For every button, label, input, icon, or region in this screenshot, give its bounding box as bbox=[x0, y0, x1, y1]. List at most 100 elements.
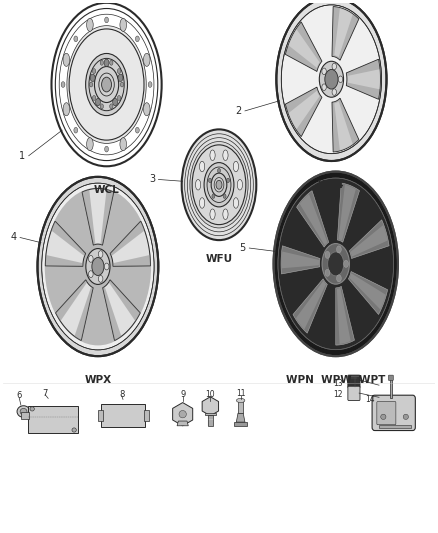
Polygon shape bbox=[234, 422, 247, 426]
Ellipse shape bbox=[61, 82, 65, 87]
Polygon shape bbox=[282, 252, 319, 268]
Ellipse shape bbox=[332, 89, 336, 95]
Polygon shape bbox=[98, 410, 103, 421]
Ellipse shape bbox=[233, 161, 239, 172]
Ellipse shape bbox=[120, 138, 127, 151]
Polygon shape bbox=[173, 402, 193, 426]
Ellipse shape bbox=[87, 138, 93, 151]
Polygon shape bbox=[21, 411, 29, 419]
Ellipse shape bbox=[120, 82, 124, 87]
Polygon shape bbox=[346, 59, 381, 99]
Ellipse shape bbox=[195, 180, 201, 190]
Text: 5: 5 bbox=[240, 243, 246, 253]
Polygon shape bbox=[334, 9, 353, 57]
Polygon shape bbox=[236, 413, 245, 422]
Ellipse shape bbox=[87, 18, 93, 31]
Ellipse shape bbox=[237, 180, 243, 190]
Ellipse shape bbox=[325, 69, 338, 89]
Polygon shape bbox=[102, 287, 121, 341]
Ellipse shape bbox=[113, 99, 118, 106]
Ellipse shape bbox=[117, 69, 121, 74]
Ellipse shape bbox=[92, 95, 96, 100]
Polygon shape bbox=[56, 280, 87, 321]
Ellipse shape bbox=[92, 257, 104, 276]
Ellipse shape bbox=[98, 251, 103, 257]
Ellipse shape bbox=[102, 77, 112, 92]
Polygon shape bbox=[390, 377, 392, 398]
Ellipse shape bbox=[98, 276, 103, 282]
Ellipse shape bbox=[72, 428, 76, 432]
Polygon shape bbox=[281, 246, 320, 274]
Polygon shape bbox=[28, 406, 78, 433]
Polygon shape bbox=[100, 190, 114, 245]
Text: 9: 9 bbox=[180, 390, 185, 399]
Text: 3: 3 bbox=[149, 174, 155, 184]
FancyBboxPatch shape bbox=[377, 401, 396, 425]
Ellipse shape bbox=[403, 414, 409, 419]
Ellipse shape bbox=[208, 178, 212, 183]
Text: 6: 6 bbox=[17, 391, 22, 400]
Ellipse shape bbox=[319, 61, 343, 97]
Ellipse shape bbox=[223, 209, 228, 220]
Ellipse shape bbox=[118, 74, 123, 82]
Ellipse shape bbox=[74, 127, 78, 133]
Polygon shape bbox=[289, 91, 320, 129]
Ellipse shape bbox=[105, 17, 109, 23]
Text: 4: 4 bbox=[11, 232, 17, 243]
Ellipse shape bbox=[325, 252, 330, 259]
Ellipse shape bbox=[212, 194, 215, 198]
Ellipse shape bbox=[223, 150, 228, 160]
Polygon shape bbox=[286, 22, 322, 71]
Ellipse shape bbox=[120, 18, 127, 31]
Polygon shape bbox=[82, 189, 114, 245]
Polygon shape bbox=[286, 87, 322, 136]
Ellipse shape bbox=[322, 244, 350, 284]
Ellipse shape bbox=[216, 180, 222, 189]
Polygon shape bbox=[337, 183, 360, 242]
Polygon shape bbox=[289, 29, 320, 68]
Polygon shape bbox=[339, 185, 356, 241]
Ellipse shape bbox=[332, 63, 336, 70]
Polygon shape bbox=[332, 98, 359, 152]
Text: 14: 14 bbox=[365, 395, 375, 405]
Ellipse shape bbox=[182, 130, 256, 240]
Polygon shape bbox=[379, 425, 411, 429]
Text: 8: 8 bbox=[119, 390, 124, 399]
Polygon shape bbox=[56, 280, 93, 341]
Polygon shape bbox=[334, 101, 353, 150]
Ellipse shape bbox=[278, 178, 394, 350]
Ellipse shape bbox=[148, 82, 152, 87]
Polygon shape bbox=[297, 191, 329, 247]
Ellipse shape bbox=[105, 146, 109, 152]
FancyBboxPatch shape bbox=[348, 375, 360, 388]
Ellipse shape bbox=[281, 5, 381, 154]
Polygon shape bbox=[102, 280, 140, 341]
Ellipse shape bbox=[38, 177, 158, 356]
Polygon shape bbox=[202, 397, 219, 416]
Polygon shape bbox=[110, 221, 151, 266]
Ellipse shape bbox=[135, 127, 139, 133]
Ellipse shape bbox=[210, 209, 215, 220]
FancyBboxPatch shape bbox=[348, 386, 360, 400]
Text: 12: 12 bbox=[334, 390, 343, 399]
Polygon shape bbox=[74, 287, 93, 341]
Ellipse shape bbox=[110, 104, 113, 109]
Ellipse shape bbox=[104, 263, 109, 270]
Polygon shape bbox=[350, 220, 389, 259]
Ellipse shape bbox=[88, 255, 93, 262]
Ellipse shape bbox=[204, 163, 234, 207]
Text: 10: 10 bbox=[205, 390, 215, 399]
Ellipse shape bbox=[30, 407, 34, 411]
Ellipse shape bbox=[190, 142, 248, 228]
Ellipse shape bbox=[144, 53, 150, 66]
Polygon shape bbox=[82, 190, 95, 245]
Polygon shape bbox=[110, 221, 145, 256]
Ellipse shape bbox=[144, 103, 150, 116]
Ellipse shape bbox=[274, 172, 398, 356]
Polygon shape bbox=[238, 400, 243, 413]
Text: 7: 7 bbox=[42, 389, 48, 398]
Ellipse shape bbox=[74, 36, 78, 42]
Ellipse shape bbox=[336, 246, 341, 253]
Text: 13: 13 bbox=[334, 379, 343, 388]
Ellipse shape bbox=[20, 408, 27, 415]
